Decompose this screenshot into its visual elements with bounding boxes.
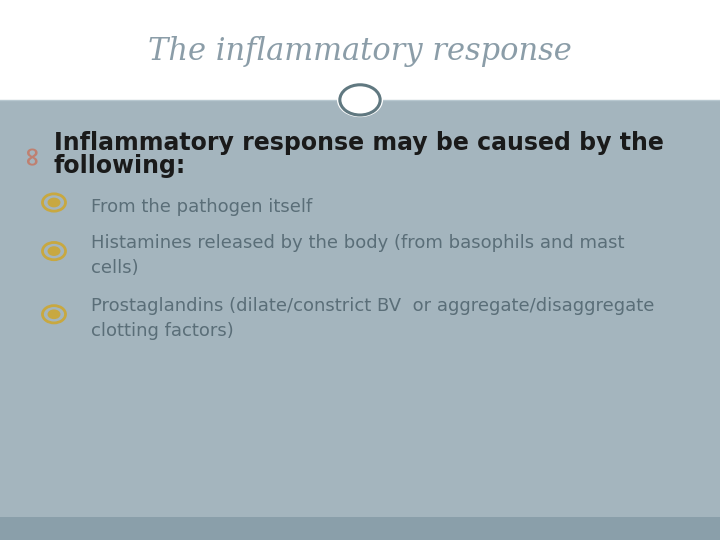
Text: Inflammatory response may be caused by the: Inflammatory response may be caused by t… <box>54 131 664 155</box>
Text: The inflammatory response: The inflammatory response <box>148 36 572 67</box>
Circle shape <box>48 198 60 207</box>
Circle shape <box>48 246 60 256</box>
Circle shape <box>337 83 383 117</box>
Circle shape <box>48 309 60 319</box>
Text: ∞: ∞ <box>18 143 44 165</box>
Bar <box>0 100 720 540</box>
Text: following:: following: <box>54 154 186 178</box>
Bar <box>0 517 720 540</box>
Text: From the pathogen itself: From the pathogen itself <box>91 198 312 216</box>
Text: Histamines released by the body (from basophils and mast
cells): Histamines released by the body (from ba… <box>91 234 625 277</box>
Text: Prostaglandins (dilate/constrict BV  or aggregate/disaggregate
clotting factors): Prostaglandins (dilate/constrict BV or a… <box>91 297 654 340</box>
